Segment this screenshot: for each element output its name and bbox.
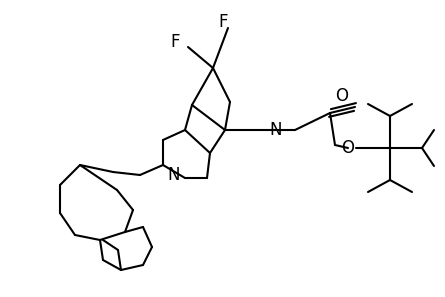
Text: F: F [170, 33, 180, 51]
Text: N: N [270, 121, 282, 139]
Text: O: O [341, 139, 355, 157]
Text: O: O [336, 87, 348, 105]
Text: N: N [168, 166, 180, 184]
Text: F: F [218, 13, 228, 31]
